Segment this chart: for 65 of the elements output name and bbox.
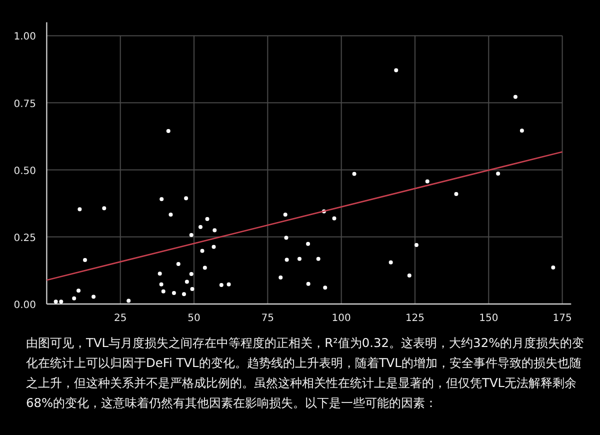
x-tick-label: 75: [261, 313, 274, 324]
point: [407, 274, 412, 278]
point: [161, 289, 166, 294]
point: [202, 266, 207, 270]
point: [496, 172, 500, 176]
y-tick-label: 0.25: [14, 232, 36, 244]
point: [184, 280, 189, 284]
point: [168, 212, 173, 217]
point: [278, 275, 283, 280]
point: [520, 128, 524, 133]
point: [205, 216, 210, 221]
point: [394, 68, 398, 72]
y-tick-label: 0.75: [14, 98, 36, 110]
point: [190, 286, 194, 291]
x-tick-label: 25: [114, 313, 127, 324]
point: [198, 225, 202, 229]
point: [323, 286, 328, 290]
point: [184, 196, 188, 200]
point: [76, 288, 81, 293]
point: [306, 282, 310, 286]
text: 由图可见，TVL与月度损失之间存在中等程度的正相关，R²值为0.32。这表明，大约32%的月度损失的变化在统计上可以归因于DeFi TVL的变化。趋势线的上升表明，随着TVL的增加，安全事件导致的损失也随之上升，但这种关系并不是严格成比例的。虽然这种相关性在统计上是显著的，但仅凭TVL无法解释剩余68%的变化，这意味着仍然有其他因素在影响损失。以下是一些可能的因素：: [26, 335, 586, 412]
point: [72, 296, 76, 300]
point: [306, 242, 310, 246]
point: [352, 172, 356, 176]
point: [102, 206, 106, 210]
point: [78, 207, 82, 212]
point: [332, 216, 336, 220]
y-tick-label: 0.00: [14, 300, 36, 311]
y-tick-label: 1.00: [14, 32, 36, 43]
point: [182, 292, 186, 296]
point: [283, 212, 288, 217]
point: [284, 258, 289, 262]
point: [166, 128, 170, 133]
point: [513, 94, 518, 99]
y-tick-label: 0.50: [14, 166, 36, 177]
x-tick-label: 100: [332, 313, 351, 324]
point: [126, 298, 131, 303]
x-tick-label: 150: [479, 313, 498, 324]
point: [414, 242, 418, 247]
point: [425, 179, 430, 184]
point: [297, 256, 302, 261]
x-tick-label: 175: [552, 313, 572, 324]
point: [172, 291, 176, 295]
point: [284, 236, 288, 240]
x-tick-label: 125: [405, 313, 425, 324]
point: [160, 197, 164, 202]
point: [212, 244, 216, 249]
x-tick-label: 50: [188, 313, 200, 324]
point: [189, 272, 194, 276]
point: [54, 300, 58, 304]
point: [454, 192, 458, 196]
point: [176, 262, 180, 266]
point: [212, 228, 217, 232]
point: [83, 258, 87, 262]
point: [92, 294, 96, 299]
point: [316, 256, 320, 261]
point: [159, 282, 164, 286]
point: [219, 282, 224, 287]
point: [388, 260, 393, 264]
point: [158, 272, 162, 276]
point: [189, 233, 194, 238]
point: [200, 248, 204, 253]
point: [59, 300, 64, 304]
point: [226, 282, 231, 286]
point: [551, 266, 556, 270]
